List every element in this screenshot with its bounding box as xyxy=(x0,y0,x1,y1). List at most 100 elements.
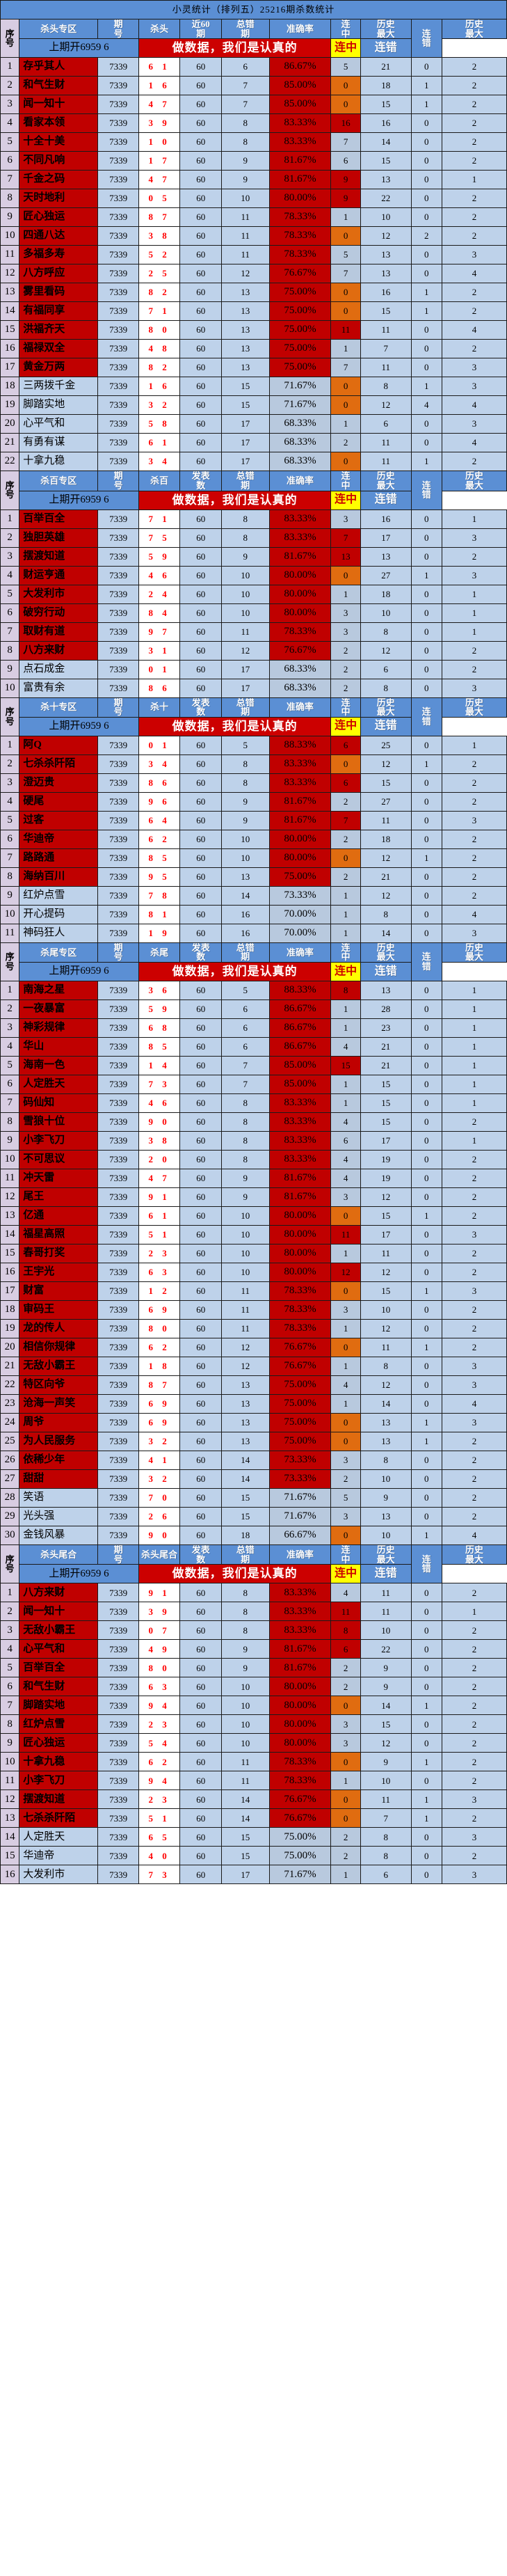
expert-name[interactable]: 过客 xyxy=(19,810,99,830)
expert-name[interactable]: 和气生财 xyxy=(19,1677,99,1697)
expert-name[interactable]: 不可思议 xyxy=(19,1150,99,1170)
expert-name[interactable]: 小李飞刀 xyxy=(19,1131,99,1151)
expert-name[interactable]: 七杀杀阡陌 xyxy=(19,754,99,774)
expert-name[interactable]: 天时地利 xyxy=(19,189,99,209)
expert-name[interactable]: 龙的传人 xyxy=(19,1319,99,1339)
expert-name[interactable]: 千金之码 xyxy=(19,170,99,190)
expert-name[interactable]: 金钱风暴 xyxy=(19,1526,99,1546)
expert-name[interactable]: 闻一知十 xyxy=(19,1602,99,1622)
expert-name[interactable]: 大发利市 xyxy=(19,1865,99,1885)
expert-name[interactable]: 不同凡响 xyxy=(19,151,99,171)
total-error: 8 xyxy=(220,509,270,529)
expert-name[interactable]: 多福多寿 xyxy=(19,245,99,265)
expert-name[interactable]: 雾里看码 xyxy=(19,283,99,303)
expert-name[interactable]: 海纳百川 xyxy=(19,867,99,887)
expert-name[interactable]: 王宇光 xyxy=(19,1263,99,1283)
expert-name[interactable]: 福星高照 xyxy=(19,1225,99,1245)
expert-name[interactable]: 匠心独运 xyxy=(19,1733,99,1753)
expert-name[interactable]: 无敌小霸王 xyxy=(19,1357,99,1377)
accuracy-rate: 75.00% xyxy=(268,1375,332,1396)
expert-name[interactable]: 沧海一声笑 xyxy=(19,1394,99,1414)
expert-name[interactable]: 路路通 xyxy=(19,848,99,868)
total-error: 9 xyxy=(220,151,270,171)
expert-name[interactable]: 黄金万两 xyxy=(19,358,99,378)
expert-name[interactable]: 亿通 xyxy=(19,1206,99,1226)
expert-name[interactable]: 富贵有余 xyxy=(19,678,99,698)
expert-name[interactable]: 小李飞刀 xyxy=(19,1771,99,1791)
expert-name[interactable]: 十全十美 xyxy=(19,132,99,152)
expert-name[interactable]: 十拿九稳 xyxy=(19,452,99,472)
expert-name[interactable]: 心平气和 xyxy=(19,1639,99,1659)
expert-name[interactable]: 洪福齐天 xyxy=(19,320,99,340)
expert-name[interactable]: 笑语 xyxy=(19,1488,99,1508)
expert-name[interactable]: 华迪帝 xyxy=(19,829,99,849)
kill-numbers: 6 1 xyxy=(138,57,181,77)
expert-name[interactable]: 华迪帝 xyxy=(19,1846,99,1866)
hist-max-value: 22 xyxy=(360,189,412,209)
kill-numbers: 3 4 xyxy=(138,452,181,472)
expert-name[interactable]: 相信你规律 xyxy=(19,1338,99,1358)
expert-name[interactable]: 七杀杀阡陌 xyxy=(19,1808,99,1828)
expert-name[interactable]: 百举百全 xyxy=(19,1658,99,1678)
column-header-total-error: 总错期 xyxy=(220,942,270,963)
expert-name[interactable]: 华山 xyxy=(19,1037,99,1057)
expert-name[interactable]: 破穷行动 xyxy=(19,603,99,623)
expert-name[interactable]: 取财有道 xyxy=(19,622,99,642)
expert-name[interactable]: 大发利市 xyxy=(19,584,99,604)
expert-name[interactable]: 人定胜天 xyxy=(19,1075,99,1095)
expert-name[interactable]: 红炉点雪 xyxy=(19,1714,99,1735)
total-error: 13 xyxy=(220,1413,270,1433)
expert-name[interactable]: 四通八达 xyxy=(19,226,99,246)
expert-name[interactable]: 八方来财 xyxy=(19,640,99,661)
expert-name[interactable]: 有福同享 xyxy=(19,301,99,322)
expert-name[interactable]: 阿Q xyxy=(19,735,99,755)
expert-name[interactable]: 海南一色 xyxy=(19,1056,99,1076)
lianerror-value: 0 xyxy=(410,678,442,698)
expert-name[interactable]: 脚踏实地 xyxy=(19,395,99,416)
expert-name[interactable]: 独胆英雄 xyxy=(19,528,99,548)
expert-name[interactable]: 八方呼应 xyxy=(19,264,99,284)
expert-name[interactable]: 为人民服务 xyxy=(19,1432,99,1452)
expert-name[interactable]: 审码王 xyxy=(19,1300,99,1320)
expert-name[interactable]: 存乎其人 xyxy=(19,57,99,77)
expert-name[interactable]: 开心提码 xyxy=(19,904,99,924)
expert-name[interactable]: 和气生财 xyxy=(19,76,99,96)
expert-name[interactable]: 财运亨通 xyxy=(19,565,99,585)
expert-name[interactable]: 摆渡知道 xyxy=(19,546,99,567)
expert-name[interactable]: 一夜暴富 xyxy=(19,999,99,1020)
expert-name[interactable]: 春哥打奖 xyxy=(19,1244,99,1264)
expert-name[interactable]: 神彩规律 xyxy=(19,1018,99,1038)
expert-name[interactable]: 闻一知十 xyxy=(19,95,99,115)
lianerror-value: 1 xyxy=(410,452,442,472)
expert-name[interactable]: 澄迈贵 xyxy=(19,773,99,793)
expert-name[interactable]: 摆渡知道 xyxy=(19,1789,99,1810)
expert-name[interactable]: 尾王 xyxy=(19,1187,99,1208)
expert-name[interactable]: 冲天雷 xyxy=(19,1169,99,1189)
expert-name[interactable]: 心平气和 xyxy=(19,414,99,434)
expert-name[interactable]: 八方来财 xyxy=(19,1583,99,1603)
expert-name[interactable]: 红炉点雪 xyxy=(19,885,99,906)
expert-name[interactable]: 神码狂人 xyxy=(19,923,99,943)
expert-name[interactable]: 财富 xyxy=(19,1281,99,1302)
expert-name[interactable]: 人定胜天 xyxy=(19,1827,99,1847)
expert-name[interactable]: 依稀少年 xyxy=(19,1451,99,1471)
lianzhong-value: 0 xyxy=(330,848,361,868)
expert-name[interactable]: 南海之星 xyxy=(19,981,99,1001)
expert-name[interactable]: 光头强 xyxy=(19,1507,99,1527)
expert-name[interactable]: 特区向爷 xyxy=(19,1375,99,1396)
expert-name[interactable]: 甜甜 xyxy=(19,1469,99,1490)
expert-name[interactable]: 周爷 xyxy=(19,1413,99,1433)
expert-name[interactable]: 脚踏实地 xyxy=(19,1696,99,1716)
expert-name[interactable]: 点石成金 xyxy=(19,659,99,679)
expert-name[interactable]: 硬尾 xyxy=(19,791,99,812)
expert-name[interactable]: 无敌小霸王 xyxy=(19,1620,99,1641)
expert-name[interactable]: 码仙知 xyxy=(19,1093,99,1114)
expert-name[interactable]: 有勇有谋 xyxy=(19,433,99,453)
expert-name[interactable]: 百举百全 xyxy=(19,509,99,529)
expert-name[interactable]: 匠心独运 xyxy=(19,207,99,228)
expert-name[interactable]: 三两拨千金 xyxy=(19,377,99,397)
expert-name[interactable]: 十拿九稳 xyxy=(19,1752,99,1772)
expert-name[interactable]: 雪狼十位 xyxy=(19,1112,99,1132)
expert-name[interactable]: 看家本领 xyxy=(19,113,99,134)
expert-name[interactable]: 福禄双全 xyxy=(19,339,99,359)
